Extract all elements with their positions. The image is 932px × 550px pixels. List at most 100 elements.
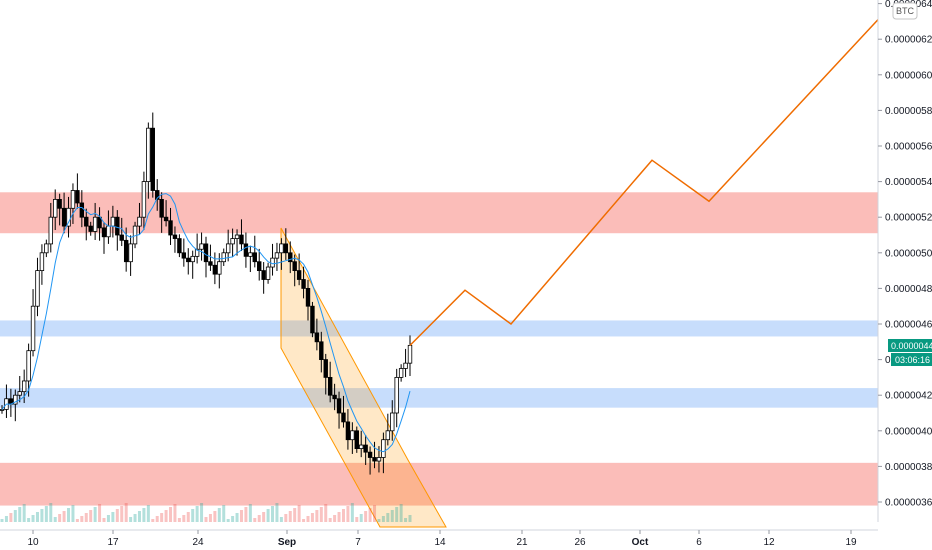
volume-bar [115,509,119,522]
volume-bar [271,506,275,522]
volume-bar [222,505,226,522]
candle-body [75,190,80,204]
volume-bar [18,507,22,522]
volume-bar [266,509,270,522]
candle-body [336,398,342,414]
volume-bar [204,517,208,522]
volume-bar [142,508,146,522]
candle-body [305,287,311,307]
volume-bar [377,519,381,522]
volume-bar [160,513,164,522]
volume-bar [102,518,106,522]
volume-bar [4,516,8,522]
volume-bar [364,511,368,522]
descending-channel [280,227,447,528]
volume-bar [350,503,354,522]
candle-body [376,457,382,462]
volume-bar [386,513,390,522]
volume-bar [253,518,257,522]
volume-bar [355,517,359,522]
symbol-badge: BTC [892,2,918,20]
candle-body [92,216,98,232]
volume-bar [346,506,350,522]
volume-bar [111,512,115,522]
candle-body [332,394,337,400]
x-tick-label: 21 [516,537,528,548]
volume-bar [173,504,177,522]
candle-body [279,243,284,254]
candle-body [146,127,151,182]
volume-bar [93,507,97,522]
candle-body [57,198,62,209]
candle-body [88,225,93,232]
volume-bar [106,515,110,522]
candle-body [61,207,67,227]
volume-bar [390,510,394,522]
candle-body [128,243,133,263]
candle-body [212,264,218,275]
volume-bar [341,509,345,522]
x-tick-label: 7 [355,537,361,548]
volume-bar [71,505,75,522]
volume-bar [27,518,31,522]
candle-body [186,257,191,263]
volume-bar [279,517,283,522]
candle-body [155,190,160,200]
candle-body [234,234,240,239]
volume-bar [408,515,412,522]
candle-body [53,198,58,218]
candle-body [21,380,27,393]
candle-body [274,252,280,259]
volume-bar [67,508,71,522]
volume-bar [262,512,266,522]
volume-bar [217,508,221,522]
candle-body [394,376,399,414]
x-tick-label: 12 [763,537,775,548]
zone-resistance-2 [0,320,878,337]
candle-body [35,270,40,307]
candle-body [13,394,18,405]
candle-body [385,430,391,441]
volume-bar [80,516,84,522]
volume-bar [182,515,186,522]
volume-bar [310,513,314,522]
volume-bar [9,513,13,522]
candle-body [159,198,164,218]
candle-body [106,225,111,238]
time-axis[interactable]: 10 17 24 Sep 7 14 21 26 Oct 6 12 19 [0,529,878,548]
candle-body [208,261,213,266]
volume-layer [0,503,412,522]
volume-bar [62,511,66,522]
x-tick-label: 24 [192,537,204,548]
x-tick-label: 17 [107,537,119,548]
candle-body [141,181,147,218]
candle-body [301,279,306,289]
volume-bar [213,511,217,522]
volume-bar [208,514,212,522]
candle-body [217,261,222,275]
volume-bar [368,508,372,522]
candle-body [252,252,257,263]
candle-body [44,243,49,254]
candle-body [390,412,395,432]
x-tick-label: 6 [696,537,702,548]
candle-body [350,430,355,441]
candle-body [181,252,187,259]
volume-bar [319,507,323,522]
volume-bar [186,512,190,522]
volume-bar [231,516,235,522]
candle-body [101,227,107,238]
candle-body [163,216,169,222]
volume-bar [288,511,292,522]
candle-body [150,127,155,191]
volume-bar [146,505,150,522]
candle-body [257,261,262,272]
volume-bar [226,519,230,522]
volume-bar [169,507,173,522]
